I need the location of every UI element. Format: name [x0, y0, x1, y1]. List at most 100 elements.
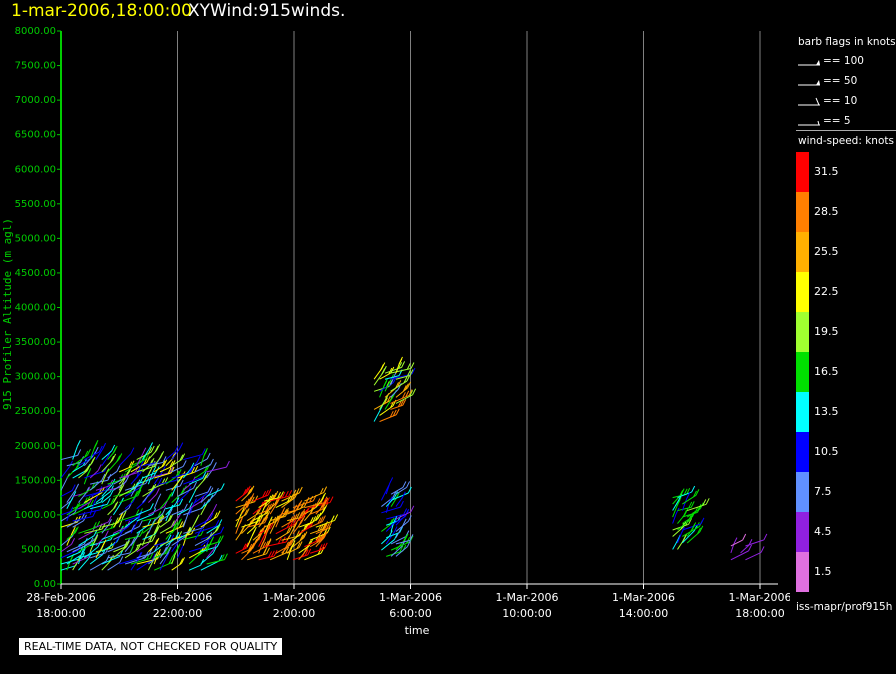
quality-notice: REAL-TIME DATA, NOT CHECKED FOR QUALITY [18, 637, 284, 656]
color-scale-label: 25.5 [814, 245, 839, 258]
wind-barb [165, 498, 184, 510]
legend-divider [796, 130, 896, 131]
x-tick-label-date: 1-Mar-2006 [263, 591, 326, 604]
color-scale-swatch [796, 512, 809, 552]
wind-barb [304, 486, 328, 502]
wind-barb [304, 512, 322, 528]
wind-barb [182, 462, 195, 479]
wind-barb [384, 361, 406, 374]
y-tick-label: 7500.00 [15, 61, 56, 72]
wind-barb [395, 515, 412, 532]
wind-barb [730, 544, 753, 561]
speed-legend-title: wind-speed: knots [798, 135, 894, 147]
wind-barb [188, 558, 205, 571]
wind-barb [309, 534, 324, 548]
wind-barb [682, 517, 705, 531]
x-tick-label-date: 28-Feb-2006 [143, 591, 212, 604]
wind-barb [395, 356, 403, 374]
wind-barb [263, 516, 273, 534]
wind-barb [235, 508, 250, 522]
x-tick-label-date: 1-Mar-2006 [729, 591, 790, 604]
wind-barb [147, 518, 156, 534]
wind-barb [672, 496, 682, 518]
wind-barb [89, 440, 99, 460]
wind-barb [687, 498, 710, 512]
wind-barb [136, 553, 156, 571]
wind-barb [281, 486, 303, 502]
wind-barb [165, 445, 179, 460]
wind-barb [315, 492, 326, 508]
wind-barb [159, 551, 170, 571]
wind-barb [194, 472, 209, 491]
wind-barb [171, 460, 187, 473]
y-tick-label: 0.00 [34, 579, 56, 590]
wind-barb [386, 508, 408, 520]
wind-barb [246, 493, 255, 508]
y-tick-label: 6500.00 [15, 130, 56, 141]
x-tick-label-time: 6:00:00 [389, 607, 431, 620]
wind-barb [315, 505, 327, 521]
wind-barb [60, 484, 76, 497]
wind-barb [206, 503, 218, 522]
wind-barb [95, 539, 107, 559]
wind-barb [66, 548, 86, 565]
barb-symbol-icon [798, 80, 820, 86]
wind-barb [171, 518, 182, 534]
wind-barb [90, 498, 111, 510]
wind-barb [113, 475, 130, 491]
x-tick-label-date: 1-Mar-2006 [379, 591, 442, 604]
wind-barb [395, 381, 411, 398]
wind-barb [107, 445, 118, 460]
wind-barb [292, 531, 308, 548]
x-tick-label-time: 22:00:00 [153, 607, 202, 620]
wind-barb [200, 554, 223, 571]
wind-barb [148, 444, 161, 460]
wind-barb [95, 442, 107, 460]
wind-barb [148, 488, 160, 503]
wind-barb [200, 448, 208, 466]
x-axis-label: time [405, 624, 430, 637]
barb-symbol-icon [798, 120, 820, 126]
wind-barb [194, 519, 220, 534]
x-tick-label-date: 28-Feb-2006 [26, 591, 95, 604]
wind-barb [95, 485, 114, 503]
wind-barb [153, 514, 164, 534]
color-scale-swatch [796, 232, 809, 272]
wind-barb [275, 525, 293, 541]
x-tick-label-time: 18:00:00 [735, 607, 784, 620]
wind-barb [136, 445, 155, 461]
wind-barb [148, 525, 161, 540]
wind-barb [380, 484, 390, 501]
color-scale-swatch [796, 552, 809, 592]
wind-barb [309, 542, 328, 554]
wind-barb [130, 484, 143, 503]
wind-barb [258, 511, 271, 528]
wind-barb [381, 530, 393, 545]
wind-barb [200, 510, 221, 528]
y-tick-label: 1000.00 [15, 510, 56, 521]
wind-barb [379, 408, 400, 423]
wind-barb [188, 455, 201, 473]
wind-barb [165, 497, 180, 516]
barb-legend-title: barb flags in knots [798, 36, 896, 48]
wind-barb [84, 533, 99, 547]
wind-barb [686, 525, 704, 544]
wind-barb [153, 493, 162, 509]
wind-barb [235, 485, 251, 502]
wind-barb [395, 540, 411, 557]
wind-barb [194, 452, 211, 467]
barb-legend-label: == 5 [823, 115, 851, 127]
y-axis-label: 915 Profiler Altitude (m agl) [1, 218, 14, 410]
wind-barb [113, 540, 130, 553]
wind-barb [390, 530, 410, 545]
wind-barb [395, 491, 406, 507]
x-tick-label-date: 1-Mar-2006 [612, 591, 675, 604]
color-scale-label: 31.5 [814, 165, 839, 178]
color-scale-label: 19.5 [814, 325, 839, 338]
y-tick-label: 3500.00 [15, 337, 56, 348]
wind-barb [153, 507, 167, 522]
y-tick-label: 2500.00 [15, 406, 56, 417]
wind-barb [101, 444, 116, 460]
wind-barb [130, 531, 141, 546]
wind-barb-chart: 0.00 500.00 1000.00 1500.00 2000.00 2500.00 30… [1, 26, 790, 637]
